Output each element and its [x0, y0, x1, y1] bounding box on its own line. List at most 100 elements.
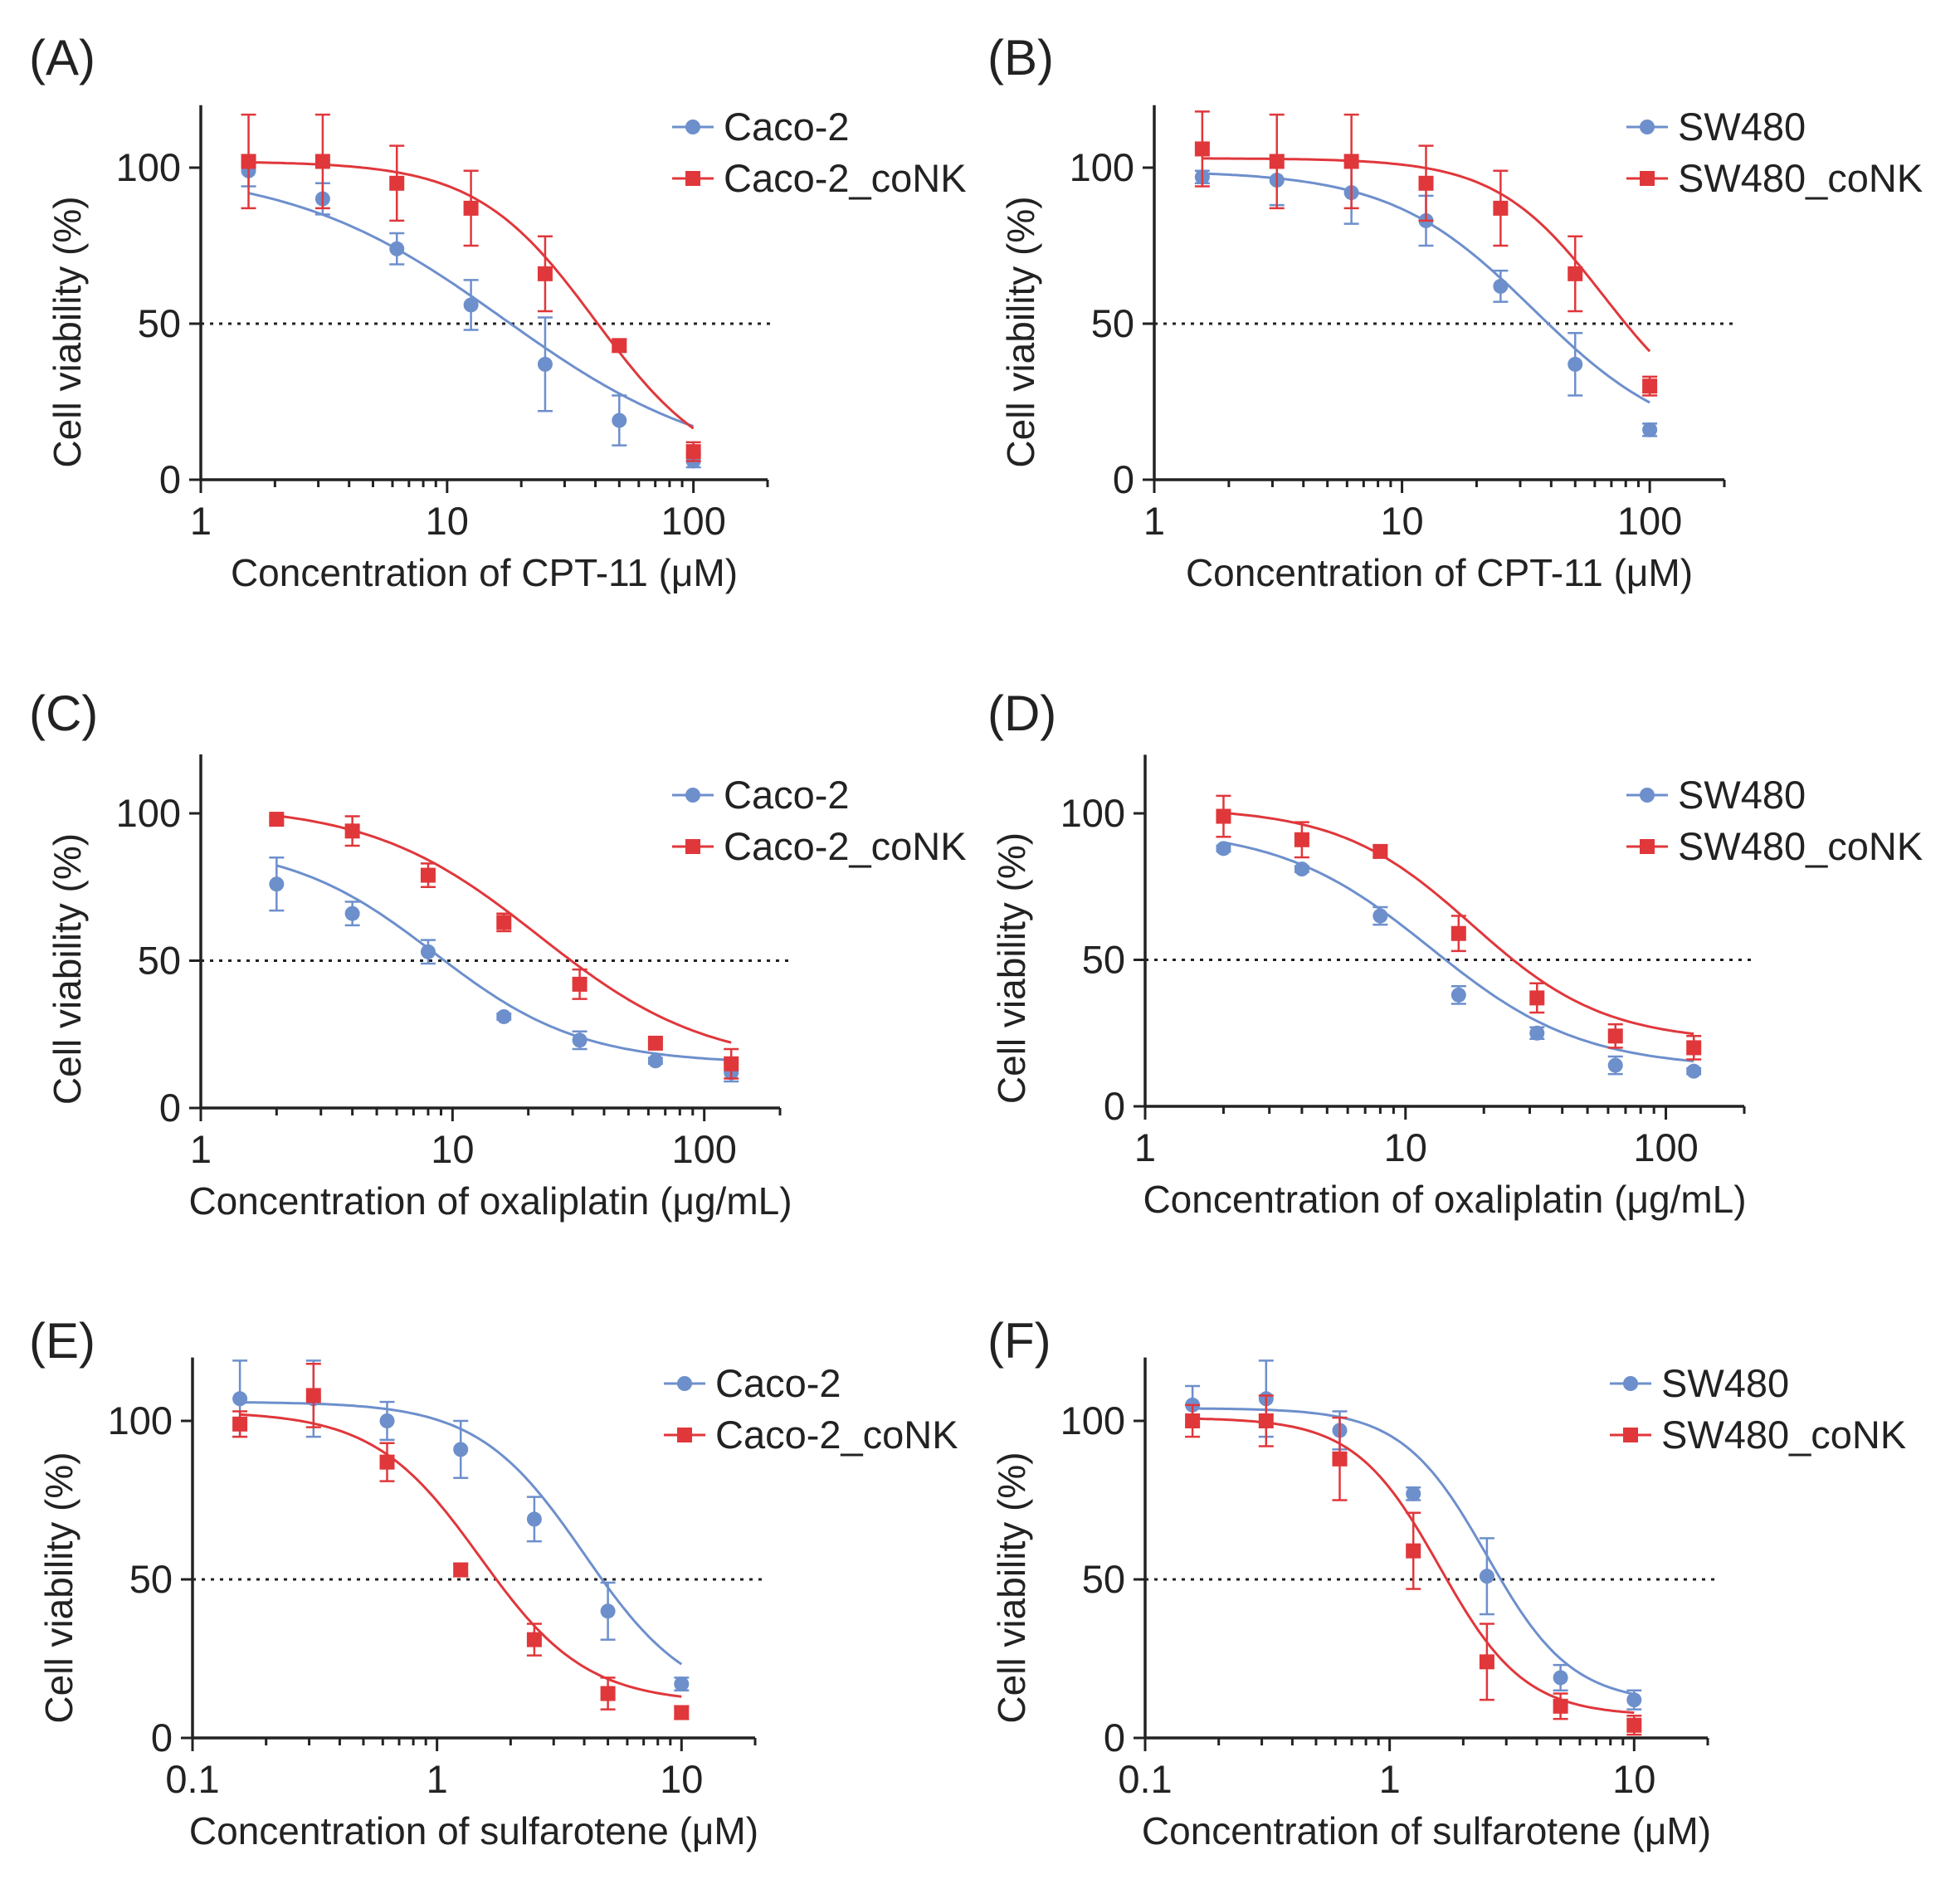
y-tick-label: 50: [1082, 938, 1125, 982]
data-point: [241, 154, 256, 169]
legend-marker: [1640, 171, 1655, 186]
data-point: [379, 1454, 395, 1470]
chart-panel-d: (D) 0 50 100 1 10 100 Concentration of oxalipla…: [987, 686, 1923, 1221]
legend-label: SW480: [1661, 1361, 1789, 1405]
legend-label: SW480_coNK: [1678, 824, 1923, 868]
panel-label: (C): [29, 686, 98, 741]
panel-label: (A): [29, 30, 95, 85]
data-point: [1686, 1040, 1702, 1056]
data-point: [1529, 1025, 1545, 1041]
data-point: [647, 1053, 663, 1069]
y-tick-label: 50: [1091, 301, 1134, 345]
x-axis-title: Concentration of sulfarotene (μM): [1142, 1809, 1711, 1852]
x-tick-label: 100: [1633, 1125, 1698, 1169]
data-point: [389, 241, 405, 256]
data-point: [612, 338, 627, 354]
x-axis-title: Concentration of oxaliplatin (μg/mL): [1143, 1178, 1746, 1221]
data-point: [1450, 925, 1466, 941]
chart-panel-a: (A) 0 50 100 1 10 100 Concentration of CPT-11 (…: [29, 30, 967, 594]
data-point: [314, 154, 330, 169]
fit-curve-caco-2: [275, 864, 732, 1062]
panel-label: (B): [987, 30, 1054, 85]
legend-label: SW480_coNK: [1678, 156, 1923, 200]
data-point: [526, 1511, 542, 1527]
legend-label: SW480_coNK: [1661, 1413, 1906, 1457]
y-tick-label: 50: [1082, 1557, 1125, 1601]
data-point: [453, 1562, 469, 1578]
data-point: [1479, 1569, 1494, 1584]
x-tick-label: 10: [431, 1127, 474, 1171]
x-tick-label: 1: [190, 1127, 212, 1171]
data-point: [1642, 378, 1658, 394]
data-point: [647, 1035, 663, 1051]
chart-panel-e: (E) 0 50 100 0.1 1 10 Concentration of sulfarot…: [29, 1313, 958, 1852]
data-point: [1406, 1543, 1421, 1559]
data-point: [420, 944, 436, 959]
x-axis-title: Concentration of sulfarotene (μM): [189, 1809, 758, 1852]
data-point: [1553, 1670, 1568, 1686]
y-tick-label: 100: [1060, 1398, 1125, 1442]
data-point: [1553, 1698, 1568, 1714]
y-axis-title: Cell viability (%): [990, 832, 1033, 1104]
legend-marker: [685, 120, 700, 134]
data-point: [269, 876, 285, 892]
y-axis-title: Cell viability (%): [990, 1452, 1033, 1723]
data-point: [344, 905, 360, 921]
y-tick-label: 0: [151, 1716, 173, 1760]
data-point: [1343, 154, 1359, 169]
data-point: [1406, 1486, 1421, 1501]
data-point: [1479, 1654, 1494, 1670]
y-tick-label: 0: [1113, 457, 1134, 501]
chart-panel-c: (C) 0 50 100 1 10 100 Concentration of oxalipla…: [29, 686, 967, 1223]
legend-marker: [1640, 788, 1655, 803]
y-axis-title: Cell viability (%): [46, 833, 89, 1105]
data-point: [1332, 1451, 1348, 1467]
data-point: [463, 297, 479, 313]
panel-label: (E): [29, 1313, 95, 1369]
x-tick-label: 1: [1379, 1757, 1401, 1801]
y-tick-label: 50: [129, 1557, 173, 1601]
data-point: [612, 412, 627, 428]
data-point: [674, 1705, 690, 1720]
data-point: [232, 1391, 248, 1407]
data-point: [1493, 200, 1509, 216]
x-tick-label: 10: [1380, 499, 1423, 543]
data-point: [1294, 861, 1309, 877]
panel-label: (D): [987, 686, 1056, 741]
data-point: [1493, 278, 1509, 294]
data-point: [496, 915, 512, 930]
data-point: [537, 266, 553, 281]
legend-label: Caco-2: [715, 1361, 841, 1405]
x-tick-label: 10: [1612, 1757, 1655, 1801]
legend-marker: [685, 788, 700, 803]
data-point: [1626, 1717, 1642, 1733]
data-point: [674, 1677, 690, 1692]
data-point: [379, 1413, 395, 1428]
data-point: [1607, 1028, 1623, 1044]
data-point: [1294, 832, 1309, 847]
legend-label: SW480: [1678, 773, 1806, 817]
data-point: [572, 976, 588, 992]
data-point: [305, 1388, 321, 1403]
data-point: [685, 444, 701, 460]
x-axis-title: Concentration of oxaliplatin (μg/mL): [188, 1179, 792, 1223]
data-point: [1607, 1057, 1623, 1073]
chart-panel-f: (F) 0 50 100 0.1 1 10 Concentration of sulfarot…: [987, 1313, 1906, 1852]
data-point: [537, 356, 553, 372]
legend-marker: [1640, 839, 1655, 854]
y-tick-label: 100: [1060, 791, 1125, 835]
legend-marker: [677, 1428, 692, 1442]
y-tick-label: 0: [159, 457, 181, 501]
data-point: [1642, 422, 1658, 437]
x-tick-label: 1: [1134, 1125, 1156, 1169]
legend-label: Caco-2_coNK: [724, 824, 967, 868]
data-point: [1568, 356, 1583, 372]
x-tick-label: 10: [1384, 1125, 1427, 1169]
legend-label: Caco-2: [724, 773, 850, 817]
x-tick-label: 0.1: [165, 1757, 219, 1801]
legend-label: SW480: [1678, 105, 1806, 149]
data-point: [420, 867, 436, 883]
legend-label: Caco-2_coNK: [724, 156, 967, 200]
y-tick-label: 0: [1104, 1716, 1125, 1760]
data-point: [453, 1442, 469, 1457]
